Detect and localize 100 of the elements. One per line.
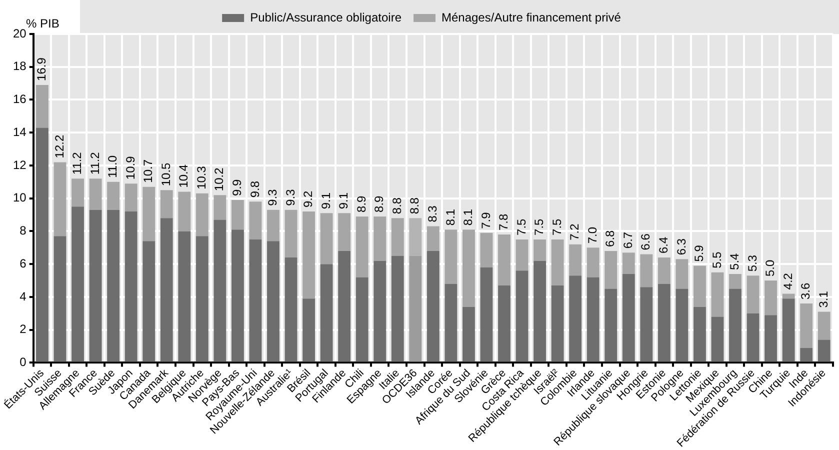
bar — [409, 218, 422, 256]
bar — [658, 258, 670, 284]
bar — [800, 304, 813, 348]
bar — [480, 232, 493, 268]
bar — [516, 239, 528, 271]
bar — [356, 216, 368, 278]
bar — [640, 254, 653, 288]
bar — [711, 316, 724, 362]
bar — [498, 234, 510, 286]
bar — [107, 210, 120, 362]
y-tick-label: 20 — [12, 26, 27, 40]
y-tick-label: 6 — [20, 256, 27, 270]
bar — [534, 239, 546, 261]
total-label: 7.5 — [550, 218, 564, 236]
bar — [818, 340, 830, 362]
bar — [694, 266, 706, 307]
total-label: 10.7 — [141, 159, 156, 183]
total-label: 16.9 — [34, 57, 49, 81]
bar — [72, 178, 84, 207]
bar — [142, 186, 156, 242]
y-tick-label: 10 — [12, 190, 27, 205]
bar — [694, 306, 706, 362]
bar — [391, 256, 404, 362]
bar — [338, 213, 351, 251]
total-label: 7.2 — [568, 223, 582, 240]
bar — [782, 294, 795, 299]
bar — [231, 230, 244, 362]
bar — [356, 277, 368, 362]
bar — [124, 184, 138, 212]
bar — [604, 288, 618, 362]
bar — [267, 241, 280, 362]
bar — [160, 218, 173, 362]
bar — [160, 190, 173, 218]
total-label: 9.1 — [336, 192, 351, 210]
total-label: 8.8 — [390, 197, 404, 214]
legend-label: Public/Assurance obligatoire — [250, 10, 402, 24]
bar — [374, 260, 386, 362]
bar — [36, 128, 48, 362]
total-label: 5.0 — [763, 260, 778, 277]
total-label: 10.3 — [194, 166, 208, 190]
bar — [302, 212, 316, 299]
total-label: 6.3 — [674, 238, 688, 256]
bar — [462, 230, 475, 307]
bar — [551, 285, 564, 362]
bar — [284, 258, 298, 362]
total-label: 10.5 — [158, 162, 173, 186]
bar — [36, 84, 48, 128]
legend-label: Ménages/Autre financement privé — [441, 10, 622, 24]
bar — [586, 248, 600, 278]
total-label: 5.4 — [728, 252, 742, 270]
bar — [54, 162, 66, 236]
total-label: 7.0 — [585, 226, 600, 244]
total-label: 8.3 — [425, 205, 440, 222]
bar — [196, 236, 208, 362]
bar — [196, 193, 208, 236]
total-label: 9.9 — [230, 179, 244, 196]
total-label: 6.7 — [620, 232, 635, 249]
bar — [107, 182, 120, 210]
bar — [676, 288, 688, 362]
bar — [818, 312, 830, 340]
total-label: 7.8 — [496, 214, 511, 231]
bar — [142, 241, 156, 362]
bar — [480, 267, 493, 362]
bar — [800, 348, 813, 362]
bar — [711, 272, 724, 317]
y-tick-label: 4 — [20, 289, 27, 304]
total-label: 3.1 — [816, 290, 830, 308]
total-label: 7.5 — [514, 218, 528, 236]
total-label: 6.6 — [638, 233, 653, 250]
bar — [604, 250, 618, 289]
bar — [178, 231, 191, 362]
bar — [551, 239, 564, 286]
bar — [729, 274, 742, 289]
bar — [409, 256, 422, 362]
bar — [640, 287, 653, 362]
total-label: 12.2 — [52, 134, 66, 158]
total-label: 7.5 — [532, 218, 546, 236]
total-label: 8.9 — [372, 195, 386, 212]
bar — [746, 313, 760, 362]
bar — [764, 280, 778, 316]
total-label: 3.6 — [798, 282, 813, 300]
bar — [569, 244, 582, 276]
total-label: 11.0 — [106, 155, 120, 178]
bar — [124, 212, 138, 362]
bar — [426, 250, 440, 362]
y-tick-label: 2 — [20, 322, 27, 336]
bar — [214, 220, 226, 362]
bar — [426, 226, 440, 251]
bar — [391, 218, 404, 256]
bar — [374, 216, 386, 261]
bar — [764, 315, 778, 362]
bar — [320, 264, 333, 362]
bar — [320, 213, 333, 264]
bar — [622, 274, 635, 362]
y-axis-title: % PIB — [26, 16, 60, 30]
bar — [249, 239, 262, 362]
bar — [586, 277, 600, 362]
bar — [89, 210, 102, 362]
bar — [622, 252, 635, 274]
bar — [462, 306, 475, 362]
